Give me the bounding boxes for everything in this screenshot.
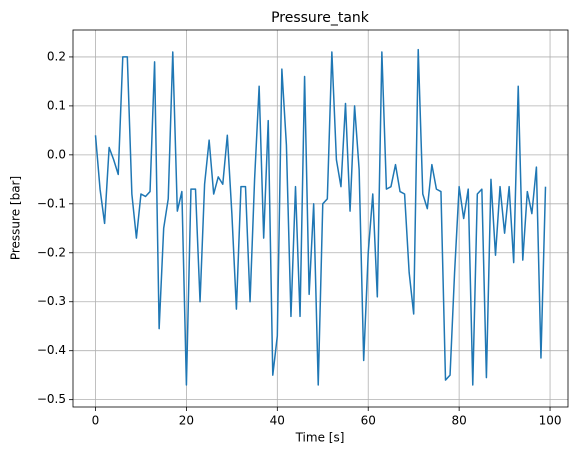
chart-title: Pressure_tank: [271, 10, 370, 26]
y-tick-label: −0.3: [37, 294, 66, 308]
x-tick-label: 0: [92, 414, 100, 428]
plot-frame: [72, 29, 569, 408]
y-tick-label: −0.5: [37, 392, 66, 406]
y-tick-label: 0.0: [47, 147, 66, 161]
x-axis-label: Time [s]: [295, 431, 345, 445]
x-tick-label: 20: [179, 414, 194, 428]
y-axis-label: Pressure [bar]: [9, 176, 23, 260]
y-tick-label: −0.4: [37, 343, 66, 357]
x-tick-label: 80: [451, 414, 466, 428]
x-tick-label: 40: [270, 414, 285, 428]
x-tick-label: 60: [361, 414, 376, 428]
y-tick-label: 0.1: [47, 98, 66, 112]
y-tick-label: −0.2: [37, 245, 66, 259]
x-tick-label: 100: [539, 414, 562, 428]
y-tick-label: 0.2: [47, 49, 66, 63]
line: [94, 48, 547, 386]
y-tick-label: −0.1: [37, 196, 66, 210]
